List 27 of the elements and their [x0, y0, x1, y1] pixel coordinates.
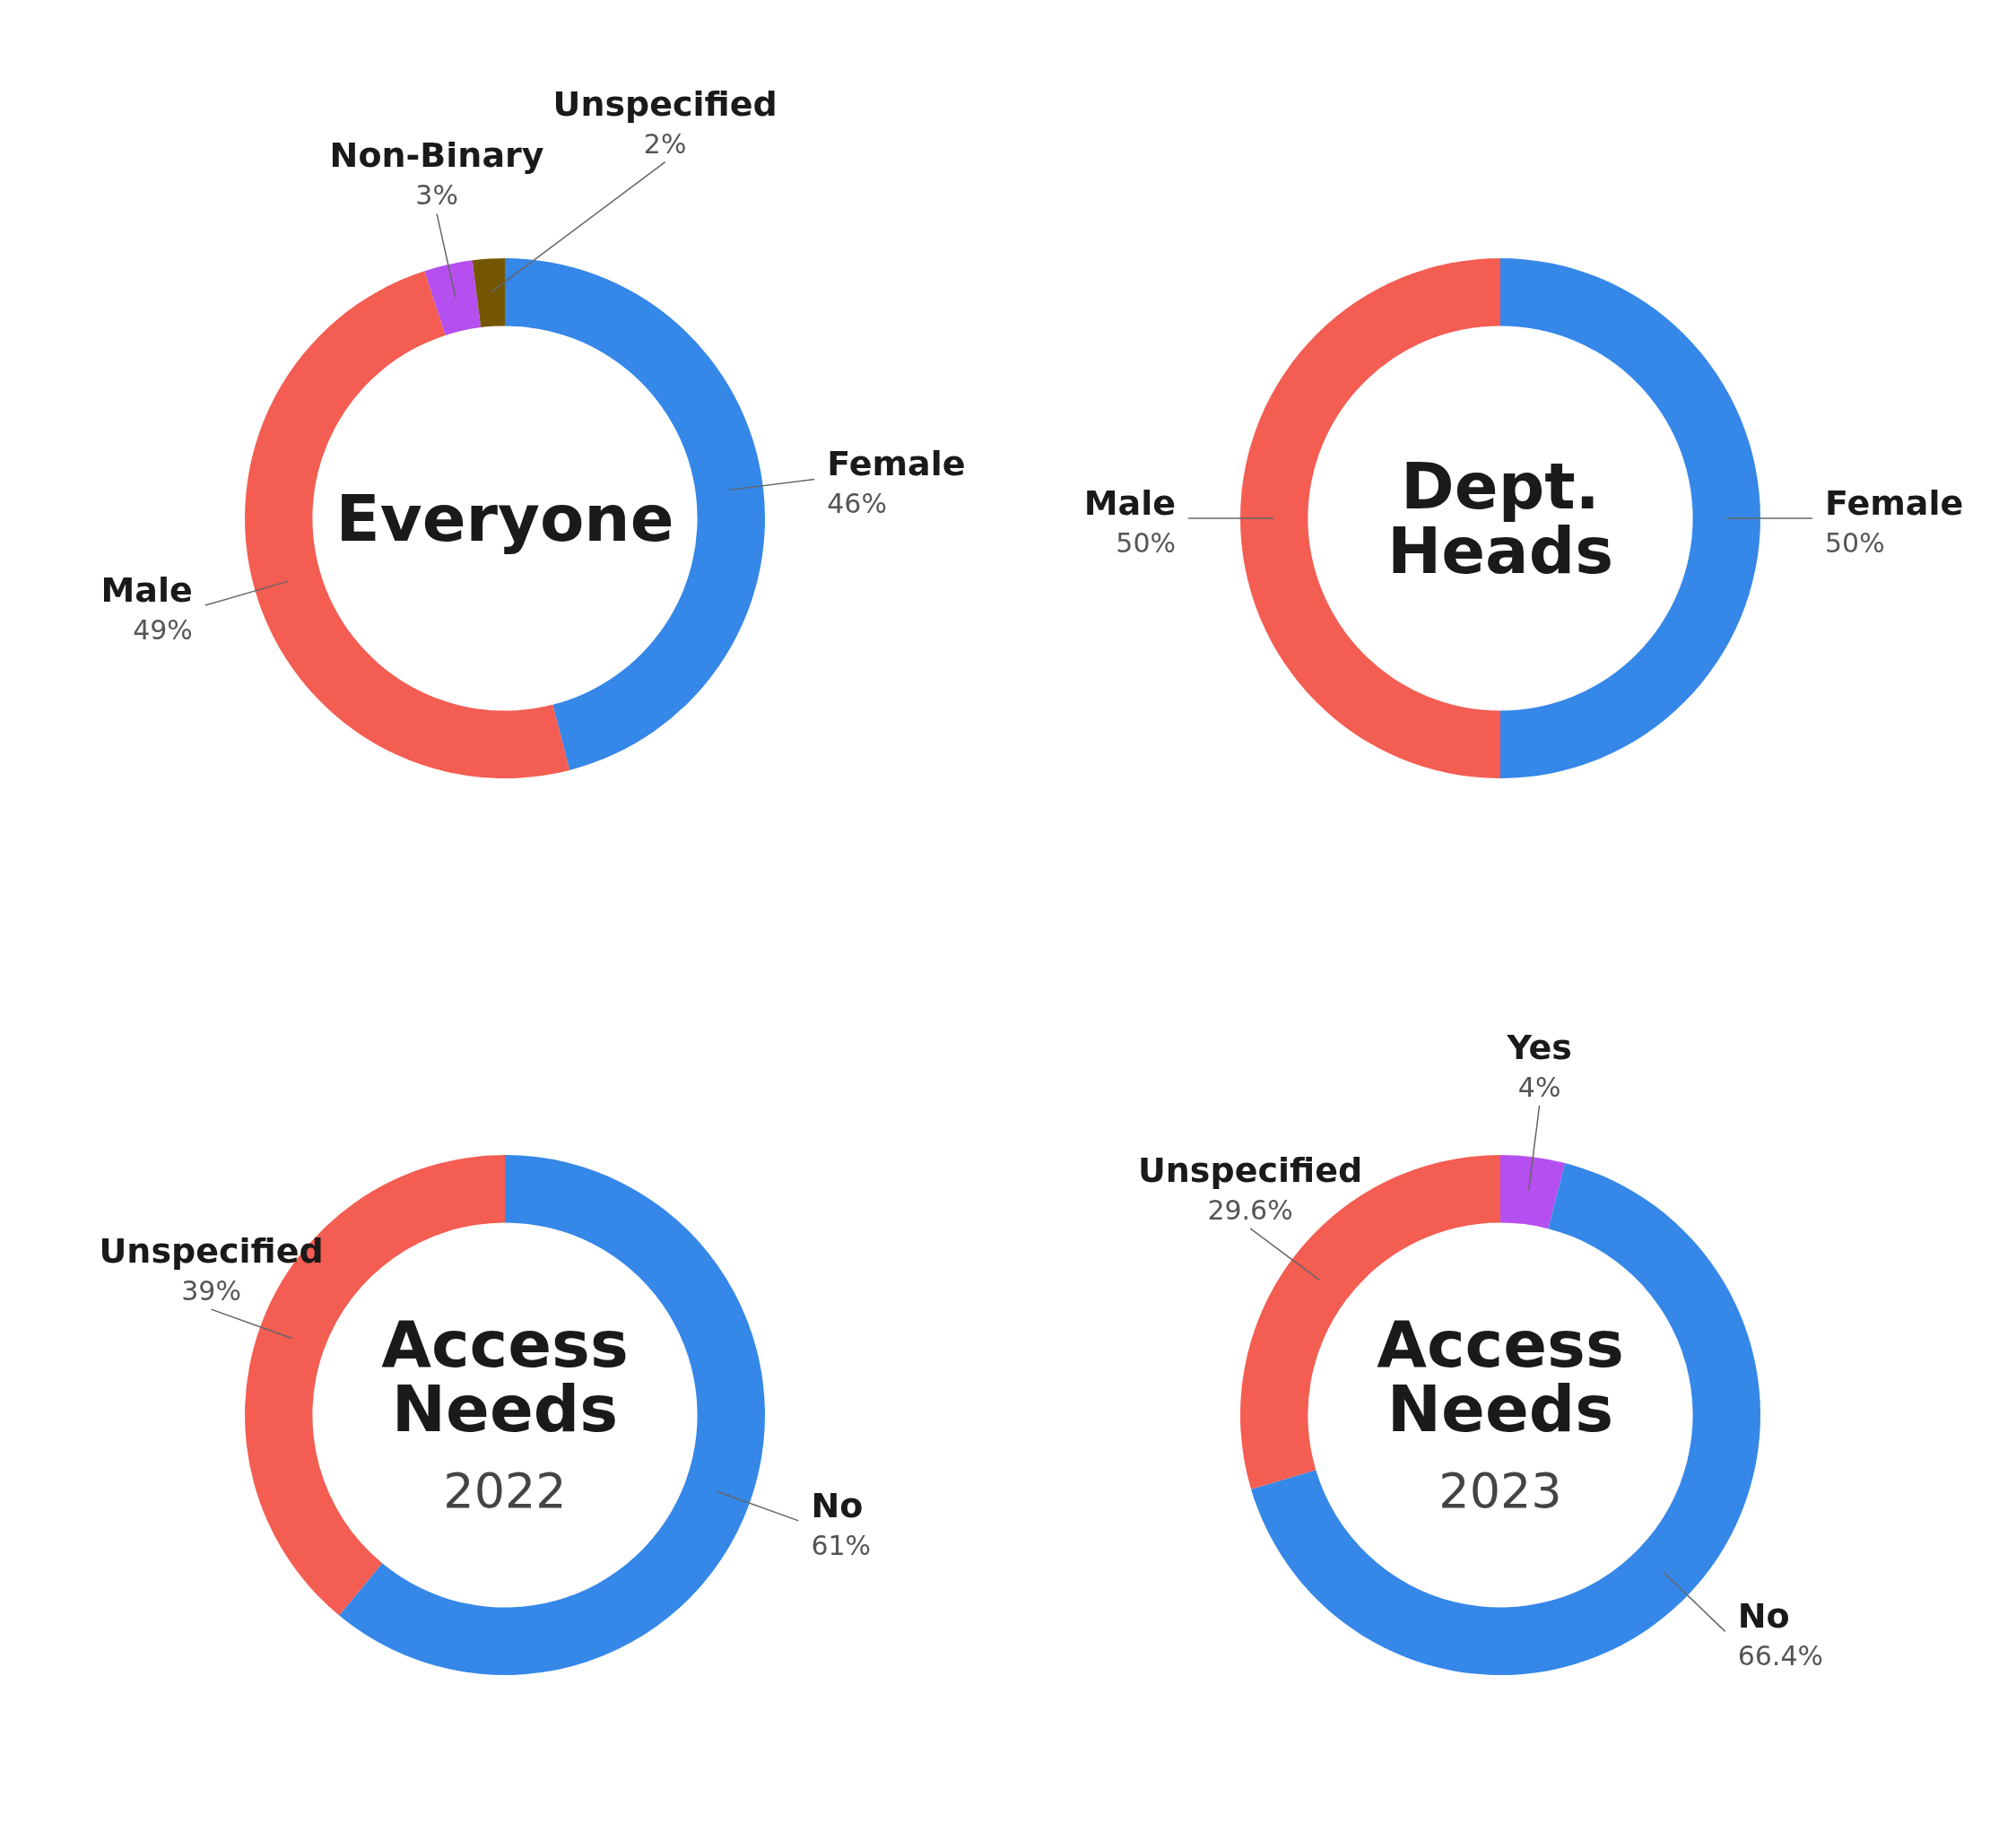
data-label: 3% — [415, 179, 458, 212]
slice-label: Female — [827, 444, 966, 484]
data-label: 46% — [827, 488, 887, 520]
data-label: 50% — [1116, 527, 1176, 559]
slice-label: Unspecified — [1137, 1150, 1363, 1190]
slice-label: Yes — [1506, 1027, 1572, 1067]
slice-label: Male — [100, 570, 193, 611]
text: Everyone — [335, 481, 674, 556]
data-label: 29.6% — [1207, 1194, 1293, 1226]
data-label: 66.4% — [1737, 1640, 1823, 1672]
slice-label: Non-Binary — [329, 135, 544, 176]
text: 2023 — [1438, 1462, 1562, 1519]
slice-label: Unspecified — [552, 83, 778, 124]
text: 2022 — [443, 1462, 567, 1519]
slice-label: Female — [1825, 483, 1964, 523]
text: Access Needs — [1376, 1306, 1625, 1446]
slice-label: No — [1737, 1596, 1790, 1637]
data-label: 61% — [811, 1529, 872, 1561]
data-label: 49% — [133, 614, 193, 647]
slice-label: No — [811, 1485, 864, 1525]
data-label: 39% — [181, 1275, 241, 1307]
slice-label: Male — [1083, 483, 1176, 523]
text: Dept. Heads — [1386, 448, 1615, 588]
data-label: 2% — [643, 127, 687, 160]
data-label: 50% — [1825, 527, 1885, 559]
text: Access Needs — [380, 1306, 630, 1446]
data-label: 4% — [1517, 1071, 1561, 1103]
